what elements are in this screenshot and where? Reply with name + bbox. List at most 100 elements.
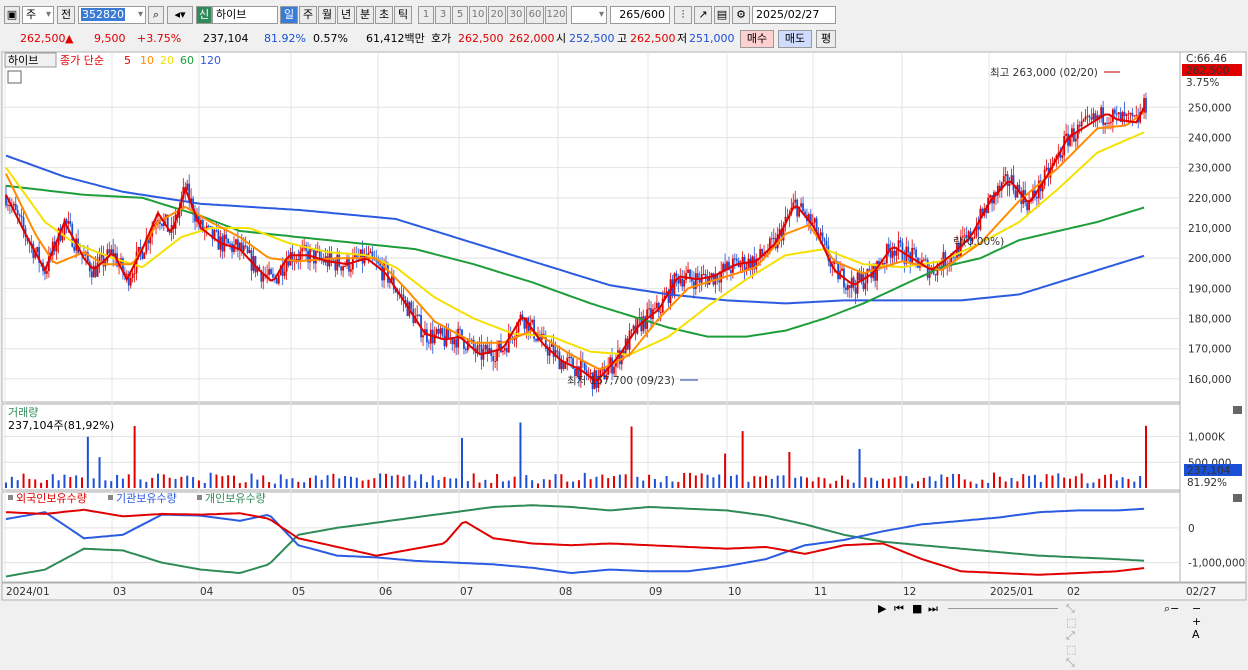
candle-body	[706, 277, 709, 285]
candle-body	[677, 276, 680, 284]
volume-bar	[478, 482, 481, 488]
minute-step-button[interactable]: 1	[418, 6, 434, 24]
scroll-right-icon[interactable]: ▶	[878, 602, 887, 615]
candle-body	[418, 314, 421, 316]
candle-body	[1020, 191, 1023, 204]
candle-body	[860, 274, 863, 281]
candle-body	[521, 314, 524, 320]
avg-button[interactable]: 평	[816, 30, 836, 48]
candle-body	[876, 261, 878, 281]
volume-bar	[881, 478, 884, 488]
candle-body	[439, 328, 442, 334]
candle-icon[interactable]: ⫶	[674, 6, 692, 24]
candle-body	[1115, 113, 1118, 115]
minute-step-button[interactable]: 120	[545, 6, 567, 24]
scroll-end-icon[interactable]: ⏭	[928, 602, 938, 615]
candle-body	[704, 273, 707, 278]
candle-body	[8, 204, 11, 207]
volume-bar	[1080, 473, 1083, 488]
candle-body	[427, 342, 430, 344]
save-icon[interactable]: ▤	[714, 6, 730, 24]
period-code-select[interactable]: 주 ▾	[22, 6, 54, 24]
hoga-value: 262,500	[458, 32, 504, 45]
volume-bar	[975, 483, 978, 488]
candle-body	[1006, 174, 1009, 186]
minute-step-button[interactable]: 3	[435, 6, 451, 24]
period-button[interactable]: 분	[356, 6, 374, 24]
period-button[interactable]: 년	[337, 6, 355, 24]
candle-body	[1069, 137, 1071, 146]
minute-step-button[interactable]: 60	[526, 6, 544, 24]
volume-bar	[127, 474, 130, 488]
candle-body	[1098, 115, 1101, 118]
stock-name-field[interactable]: 하이브	[212, 6, 278, 24]
candle-body	[794, 199, 797, 203]
volume-bar	[10, 476, 13, 488]
candle-body	[755, 259, 758, 270]
buy-button[interactable]: 매수	[740, 30, 774, 48]
stop-icon[interactable]: ■	[912, 602, 923, 615]
volume-bar	[402, 476, 405, 488]
candle-body	[554, 350, 557, 357]
count-input[interactable]: 265/600	[610, 6, 670, 24]
layout-icon[interactable]: ▣	[4, 6, 20, 24]
zoom-slider[interactable]	[948, 608, 1058, 613]
candle-body	[1145, 98, 1147, 113]
legend-bullet	[197, 495, 202, 500]
candle-body	[570, 356, 573, 359]
period-button[interactable]: 틱	[394, 6, 412, 24]
period-button[interactable]: 주	[299, 6, 317, 24]
count-select[interactable]: ▾	[571, 6, 607, 24]
sell-button[interactable]: 매도	[778, 30, 812, 48]
grid-toggle-icon[interactable]	[7, 70, 22, 84]
candle-body	[205, 225, 208, 230]
close-icon[interactable]	[1233, 406, 1242, 414]
period-button[interactable]: 초	[375, 6, 393, 24]
scroll-start-icon[interactable]: ⏮	[894, 602, 904, 615]
gear-icon[interactable]: ⚙	[732, 6, 750, 24]
candle-body	[583, 361, 586, 371]
candle-body	[112, 249, 115, 257]
volume-panel	[1, 403, 1181, 491]
candle-body	[698, 278, 701, 283]
volume-bar	[145, 481, 148, 488]
volume-bar	[262, 475, 265, 488]
candle-body	[599, 369, 602, 376]
zoom-in-icon[interactable]: − + A	[1192, 602, 1202, 641]
candle-body	[275, 277, 278, 284]
date-input[interactable]: 2025/02/27	[752, 6, 836, 24]
candle-body	[291, 252, 294, 263]
volume-bar	[180, 476, 183, 488]
candle-body	[141, 250, 144, 259]
candle-body	[751, 256, 754, 271]
tools-icon[interactable]: ⤡ ⬚ ⤢ ⬚ ⤡	[1066, 602, 1077, 669]
volume-bar	[81, 477, 83, 488]
volume-bar	[572, 481, 575, 488]
period-button[interactable]: 월	[318, 6, 336, 24]
close-icon[interactable]	[1233, 494, 1242, 502]
candle-body	[98, 256, 101, 263]
candle-body	[552, 344, 555, 357]
period-button[interactable]: 일	[280, 6, 298, 24]
candle-body	[1133, 115, 1136, 117]
candle-body	[720, 271, 723, 283]
candle-body	[954, 257, 956, 259]
minute-step-button[interactable]: 20	[488, 6, 506, 24]
candle-body	[147, 237, 150, 244]
candle-body	[211, 226, 214, 240]
candle-body	[759, 248, 762, 259]
minute-step-button[interactable]: 30	[507, 6, 525, 24]
ma-legend-period: 10	[140, 54, 154, 67]
minute-step-button[interactable]: 10	[469, 6, 487, 24]
stock-code-input[interactable]: 352820 ▾	[78, 6, 146, 24]
draw-icon[interactable]: ↗	[694, 6, 712, 24]
prev-button[interactable]: 전	[57, 6, 75, 24]
zoom-out-icon[interactable]: ⌕−	[1164, 602, 1180, 615]
candle-body	[733, 258, 736, 260]
volume-tag-bg	[1184, 464, 1242, 476]
speaker-icon[interactable]: ◂▾	[167, 6, 193, 24]
search-icon[interactable]: ⌕	[148, 6, 164, 24]
minute-step-button[interactable]: 5	[452, 6, 468, 24]
candle-body	[544, 335, 547, 349]
candle-body	[258, 266, 261, 271]
